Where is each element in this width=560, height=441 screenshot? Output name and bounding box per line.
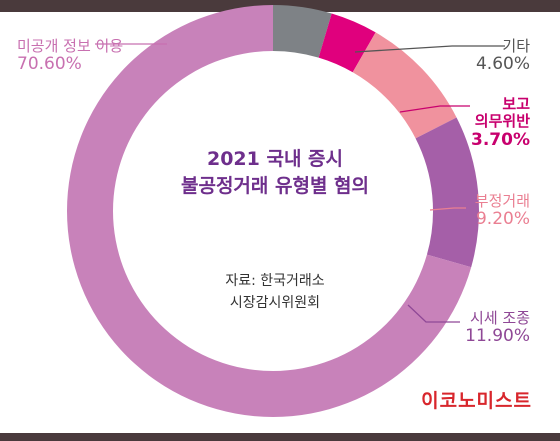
slice-name-label-line1: 보고 — [502, 95, 530, 113]
leader-line-기타 — [354, 45, 505, 53]
label-기타: 기타 4.60% — [475, 37, 530, 75]
slice-value-label: 4.60% — [475, 54, 530, 75]
chart-title: 2021 국내 증시 불공정거래 유형별 혐의 — [150, 146, 400, 199]
chart-source: 자료: 한국거래소 시장감시위원회 — [180, 270, 370, 315]
slice-시세-조종 — [415, 117, 479, 268]
source-line1: 자료: 한국거래소 — [225, 273, 325, 289]
slice-name-label: 미공개 정보 이용 — [17, 37, 124, 55]
leader-line-시세-조종 — [407, 304, 460, 323]
chart-title-line2: 불공정거래 유형별 혐의 — [180, 174, 370, 197]
slice-value-label: 3.70% — [471, 129, 530, 150]
leader-line-부정거래 — [429, 207, 466, 211]
bottom-border — [0, 433, 560, 441]
slice-기타 — [273, 5, 332, 58]
brand-logo: 이코노미스트 — [421, 390, 532, 412]
slice-name-label-line2: 의무위반 — [474, 112, 530, 131]
label-부정거래: 부정거래 9.20% — [474, 192, 530, 230]
slice-보고-의무위반 — [318, 13, 376, 73]
slice-name-label: 부정거래 — [474, 192, 530, 210]
slice-부정거래 — [352, 32, 457, 139]
label-시세-조종: 시세 조종 11.90% — [465, 309, 530, 347]
leader-line-보고-의무위반 — [399, 105, 470, 113]
slice-name-label: 기타 — [502, 37, 530, 55]
chart-title-line1: 2021 국내 증시 — [206, 148, 344, 170]
label-보고-의무위반: 보고 의무위반 3.70% — [471, 95, 530, 150]
slice-name-label: 시세 조종 — [470, 309, 530, 327]
slice-value-label: 11.90% — [465, 326, 530, 347]
label-미공개-정보-이용: 미공개 정보 이용 70.60% — [17, 37, 124, 75]
slice-value-label: 70.60% — [17, 54, 82, 75]
source-line2: 시장감시위원회 — [229, 295, 321, 312]
slice-value-label: 9.20% — [475, 209, 530, 230]
